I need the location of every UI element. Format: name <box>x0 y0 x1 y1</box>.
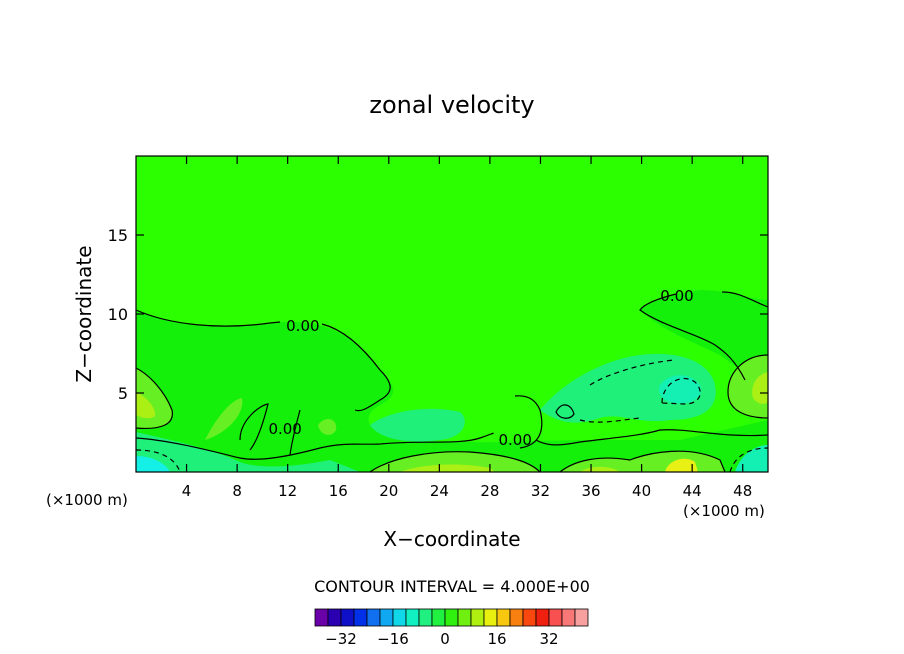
region-negative-band <box>540 353 716 423</box>
region-positive-small-1 <box>205 398 243 440</box>
colorbar-swatch <box>483 608 498 627</box>
positive-contour-left <box>136 367 173 430</box>
zero-contour-right-loop <box>514 395 543 449</box>
colorbar-swatch <box>522 608 537 627</box>
colorbar: −32 −16 0 16 32 <box>314 608 589 648</box>
contour-label: 0.00 <box>498 431 531 449</box>
region-negative-mid <box>370 408 465 442</box>
x-tick-label: 8 <box>232 482 242 500</box>
colorbar-label: 0 <box>440 630 450 648</box>
colorbar-swatch <box>353 608 368 627</box>
colorbar-swatch <box>496 608 511 627</box>
x-unit-right: (×1000 m) <box>683 502 765 520</box>
contour-interval-text: CONTOUR INTERVAL = 4.000E+00 <box>314 577 590 596</box>
y-tick-label: 15 <box>108 226 128 245</box>
x-tick-label: 36 <box>581 482 600 500</box>
negative-contour-dashed-3 <box>136 447 768 472</box>
x-unit-left: (×1000 m) <box>46 491 128 509</box>
colorbar-swatch <box>509 608 524 627</box>
x-tick-label: 24 <box>430 482 449 500</box>
zero-contour-upper-left <box>136 309 391 412</box>
region-bottom-peak <box>665 458 698 472</box>
region-bottom-negative-strong <box>136 456 170 472</box>
contour-lines <box>136 291 768 472</box>
region-bottom-positive <box>370 451 540 472</box>
x-tick-label: 12 <box>278 482 297 500</box>
region-positive-low <box>136 290 768 472</box>
colorbar-swatch <box>327 608 342 627</box>
positive-contour-right <box>727 354 768 419</box>
x-tick-label: 32 <box>531 482 550 500</box>
x-axis: 4 8 12 16 20 24 28 32 36 40 44 48 <box>182 156 752 500</box>
x-tick-label: 4 <box>182 482 192 500</box>
contour-label: 0.00 <box>286 317 319 335</box>
x-tick-label: 48 <box>733 482 752 500</box>
contour-label: 0.00 <box>660 287 693 305</box>
negative-contour-dashed-2 <box>579 359 676 423</box>
positive-contour-bottom <box>369 450 726 472</box>
y-axis-label: Z−coordinate <box>72 245 96 382</box>
colorbar-swatch <box>405 608 420 627</box>
x-axis-label: X−coordinate <box>383 527 520 551</box>
colorbar-swatch <box>314 608 329 627</box>
y-tick-label: 10 <box>108 305 128 324</box>
colorbar-swatch <box>574 608 589 627</box>
zero-contour-lower <box>136 429 768 460</box>
y-tick-label: 5 <box>118 384 128 403</box>
region-positive-small-2 <box>318 418 337 435</box>
region-negative-core <box>659 375 701 404</box>
colorbar-swatch <box>379 608 394 627</box>
colorbar-swatch <box>418 608 433 627</box>
colorbar-label: −32 <box>325 630 357 648</box>
colorbar-swatch <box>470 608 485 627</box>
region-bottom-negative <box>136 432 360 472</box>
region-positive-right-core <box>752 372 768 404</box>
colorbar-swatch <box>366 608 381 627</box>
colorbar-swatch <box>392 608 407 627</box>
plot-area <box>135 155 769 473</box>
contour-label-layer: 0.00 0.00 0.00 0.00 <box>268 287 693 449</box>
x-tick-label: 40 <box>632 482 651 500</box>
y-axis: 5 10 15 <box>108 226 768 403</box>
region-bottom-positive-high <box>400 464 495 472</box>
chart-title: zonal velocity <box>369 91 534 119</box>
zero-contour-mid <box>239 403 301 456</box>
colorbar-label: 32 <box>539 630 558 648</box>
colorbar-swatch <box>431 608 446 627</box>
colorbar-swatch <box>444 608 459 627</box>
colorbar-label: −16 <box>377 630 409 648</box>
colorbar-swatch <box>548 608 563 627</box>
colorbar-swatch <box>561 608 576 627</box>
x-tick-label: 28 <box>480 482 499 500</box>
colorbar-swatch <box>535 608 550 627</box>
contour-label: 0.00 <box>268 420 301 438</box>
region-bottom-peak-2 <box>580 466 620 472</box>
colorbar-swatch <box>340 608 355 627</box>
zero-contour-upper-right <box>639 291 768 381</box>
x-tick-label: 44 <box>683 482 702 500</box>
x-tick-label: 16 <box>329 482 348 500</box>
x-tick-label: 20 <box>379 482 398 500</box>
colorbar-label: 16 <box>487 630 506 648</box>
negative-contour-dashed <box>661 377 701 405</box>
region-positive-left-core <box>136 392 156 419</box>
zero-contour-small-loop <box>555 404 575 419</box>
colorbar-swatch <box>457 608 472 627</box>
